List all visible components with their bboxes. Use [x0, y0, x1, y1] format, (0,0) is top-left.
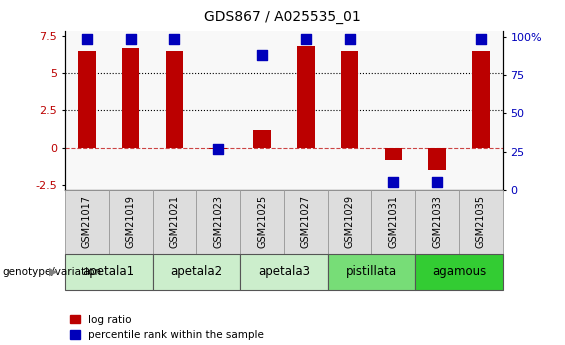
Bar: [210, 148, 227, 149]
FancyBboxPatch shape: [415, 190, 459, 254]
Point: [476, 36, 485, 41]
Text: GSM21019: GSM21019: [125, 195, 136, 248]
Text: GSM21029: GSM21029: [345, 195, 355, 248]
Text: agamous: agamous: [432, 265, 486, 278]
Text: GSM21017: GSM21017: [82, 195, 92, 248]
Text: apetala3: apetala3: [258, 265, 310, 278]
Point: [258, 53, 267, 58]
Point: [214, 146, 223, 151]
Text: GSM21023: GSM21023: [213, 195, 223, 248]
Text: apetala2: apetala2: [170, 265, 223, 278]
Bar: [166, 50, 183, 148]
Bar: [428, 148, 446, 170]
FancyBboxPatch shape: [197, 190, 240, 254]
Point: [345, 36, 354, 41]
Bar: [341, 50, 358, 148]
Text: GSM21021: GSM21021: [170, 195, 180, 248]
Point: [301, 36, 310, 41]
FancyBboxPatch shape: [459, 190, 503, 254]
Bar: [385, 148, 402, 160]
Text: GSM21033: GSM21033: [432, 195, 442, 248]
Text: ▶: ▶: [49, 267, 58, 277]
FancyBboxPatch shape: [153, 254, 240, 290]
Point: [433, 179, 442, 185]
Text: apetala1: apetala1: [82, 265, 135, 278]
Bar: [78, 50, 95, 148]
Point: [82, 36, 92, 41]
FancyBboxPatch shape: [240, 190, 284, 254]
Point: [170, 36, 179, 41]
Text: pistillata: pistillata: [346, 265, 397, 278]
FancyBboxPatch shape: [284, 190, 328, 254]
Text: GSM21027: GSM21027: [301, 195, 311, 248]
FancyBboxPatch shape: [108, 190, 153, 254]
Bar: [297, 46, 315, 148]
FancyBboxPatch shape: [328, 254, 415, 290]
Bar: [122, 48, 140, 148]
Legend: log ratio, percentile rank within the sample: log ratio, percentile rank within the sa…: [70, 315, 264, 340]
FancyBboxPatch shape: [65, 190, 108, 254]
FancyBboxPatch shape: [240, 254, 328, 290]
Text: GSM21031: GSM21031: [388, 195, 398, 248]
Text: GSM21035: GSM21035: [476, 195, 486, 248]
Bar: [253, 130, 271, 148]
FancyBboxPatch shape: [372, 190, 415, 254]
FancyBboxPatch shape: [153, 190, 197, 254]
FancyBboxPatch shape: [328, 190, 372, 254]
Text: GDS867 / A025535_01: GDS867 / A025535_01: [204, 10, 361, 24]
FancyBboxPatch shape: [415, 254, 503, 290]
Text: genotype/variation: genotype/variation: [3, 267, 102, 277]
Point: [126, 36, 135, 41]
FancyBboxPatch shape: [65, 254, 153, 290]
Bar: [472, 50, 490, 148]
Point: [389, 179, 398, 185]
Text: GSM21025: GSM21025: [257, 195, 267, 248]
